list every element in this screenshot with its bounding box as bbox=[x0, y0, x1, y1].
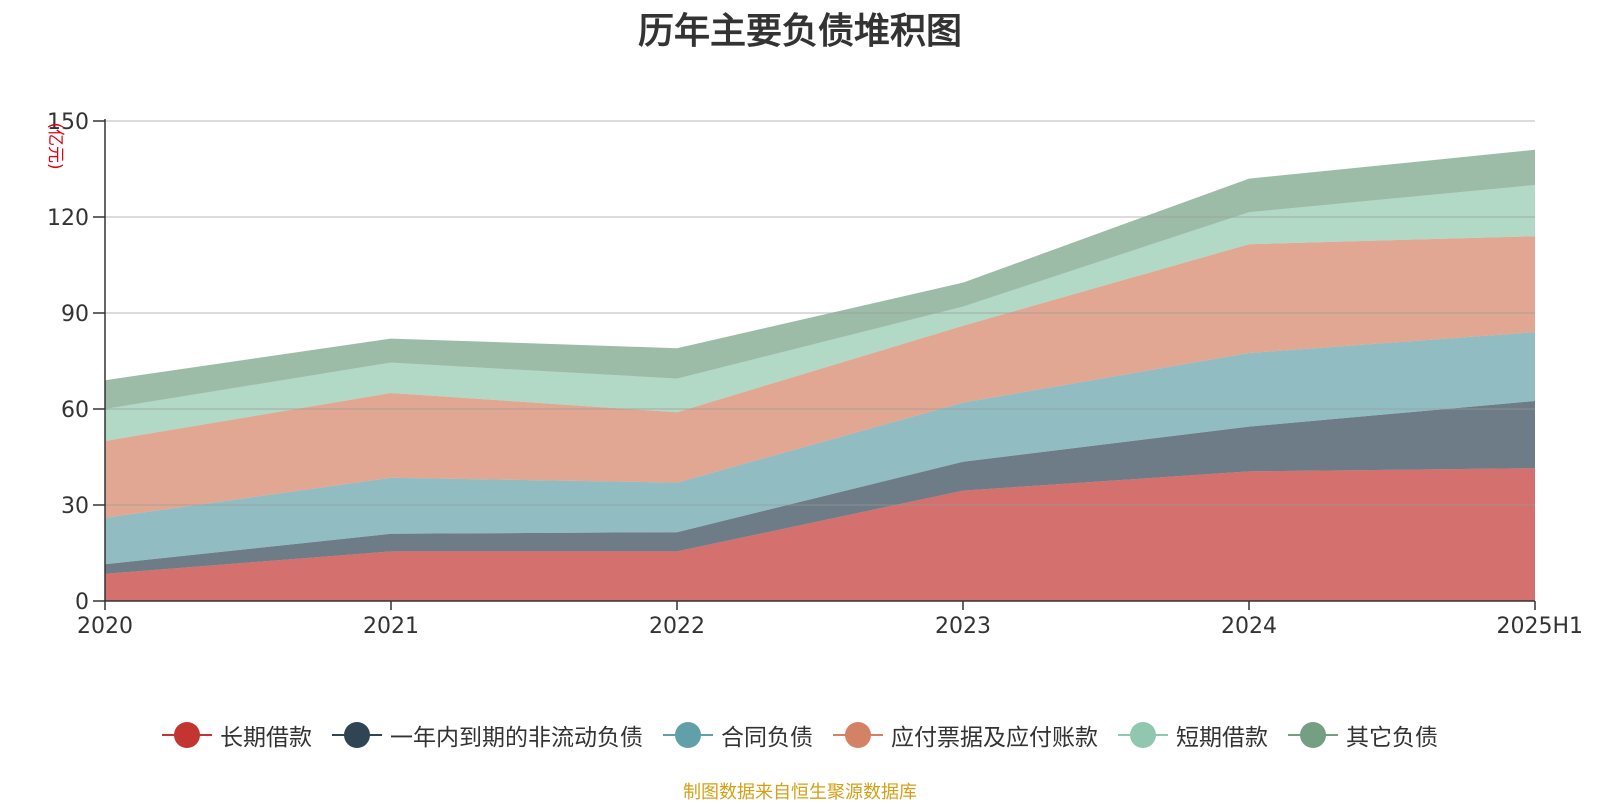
legend-marker-icon bbox=[332, 722, 382, 748]
legend-marker-icon bbox=[162, 722, 212, 748]
data-source-note: 制图数据来自恒生聚源数据库 bbox=[683, 782, 917, 803]
y-tick-label: 120 bbox=[47, 206, 89, 231]
legend-label: 长期借款 bbox=[220, 725, 312, 751]
legend-item-0[interactable]: 长期借款 bbox=[162, 718, 312, 752]
legend-label: 合同负债 bbox=[721, 725, 813, 751]
chart-legend: 长期借款 一年内到期的非流动负债 合同负债 应付票据及应付账款 短期借款 其它负债 bbox=[0, 718, 1600, 752]
legend-label: 短期借款 bbox=[1176, 725, 1268, 751]
y-tick-label: 30 bbox=[61, 494, 89, 519]
y-axis-unit-label: (亿元) bbox=[45, 122, 65, 169]
area-series-0 bbox=[105, 468, 1535, 601]
x-tick-label: 2023 bbox=[935, 614, 991, 639]
x-tick-label: 2024 bbox=[1221, 614, 1277, 639]
legend-marker-icon bbox=[1288, 722, 1338, 748]
area-series-3 bbox=[105, 236, 1535, 518]
area-series-4 bbox=[105, 185, 1535, 441]
area-series-5 bbox=[105, 149, 1535, 410]
y-tick-label: 150 bbox=[47, 110, 89, 135]
legend-item-5[interactable]: 其它负债 bbox=[1288, 718, 1438, 752]
y-tick-label: 90 bbox=[61, 302, 89, 327]
area-series-2 bbox=[105, 332, 1535, 565]
legend-marker-icon bbox=[1118, 722, 1168, 748]
legend-item-4[interactable]: 短期借款 bbox=[1118, 718, 1268, 752]
x-tick-label: 2021 bbox=[363, 614, 419, 639]
legend-label: 应付票据及应付账款 bbox=[891, 725, 1098, 751]
x-tick-label: 2022 bbox=[649, 614, 705, 639]
legend-item-1[interactable]: 一年内到期的非流动负债 bbox=[332, 718, 643, 752]
legend-label: 一年内到期的非流动负债 bbox=[390, 725, 643, 751]
y-tick-label: 0 bbox=[75, 590, 89, 615]
y-tick-label: 60 bbox=[61, 398, 89, 423]
legend-item-2[interactable]: 合同负债 bbox=[663, 718, 813, 752]
area-series-1 bbox=[105, 401, 1535, 574]
x-tick-label: 2025H1 bbox=[1496, 614, 1583, 639]
legend-marker-icon bbox=[663, 722, 713, 748]
legend-label: 其它负债 bbox=[1346, 725, 1438, 751]
legend-item-3[interactable]: 应付票据及应付账款 bbox=[833, 718, 1098, 752]
x-tick-label: 2020 bbox=[77, 614, 133, 639]
legend-marker-icon bbox=[833, 722, 883, 748]
chart-title: 历年主要负债堆积图 bbox=[637, 11, 962, 52]
